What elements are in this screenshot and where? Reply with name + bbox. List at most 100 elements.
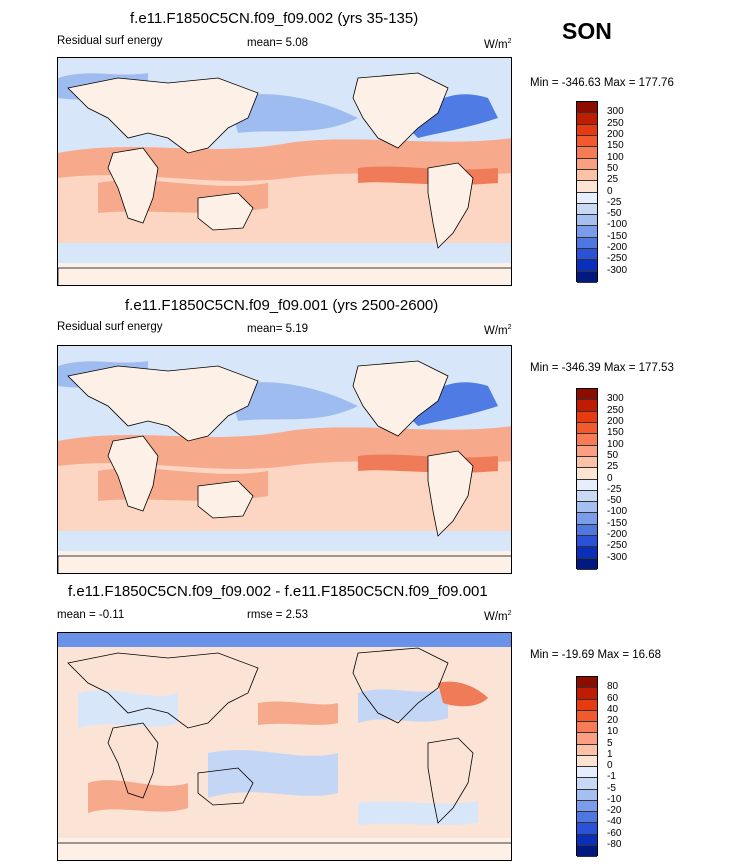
colorbar-tick-label: 10 xyxy=(607,726,619,738)
colorbar-segment xyxy=(577,524,597,537)
panel-2-colorbar xyxy=(576,388,598,570)
panel-1-colorbar xyxy=(576,101,598,283)
colorbar-tick-label: -250 xyxy=(607,540,628,552)
panel-2-map xyxy=(57,345,512,574)
colorbar-tick-label: -80 xyxy=(607,838,622,850)
colorbar-segment xyxy=(577,434,597,446)
colorbar-segment xyxy=(577,237,597,250)
colorbar-tick-label: -60 xyxy=(607,827,622,839)
colorbar-segment xyxy=(577,536,597,548)
colorbar-segment xyxy=(577,513,597,525)
panel-3-rmse: rmse = 2.53 xyxy=(247,609,309,621)
colorbar-tick-label: 25 xyxy=(607,174,619,186)
colorbar-tick-label: -25 xyxy=(607,483,622,495)
colorbar-tick-label: 80 xyxy=(607,681,619,693)
colorbar-segment xyxy=(577,845,597,857)
colorbar-segment xyxy=(577,203,597,216)
colorbar-tick-label: -150 xyxy=(607,230,628,242)
colorbar-tick-label: -20 xyxy=(607,805,622,816)
colorbar-tick-label: -100 xyxy=(607,219,628,231)
panel-3-colorbar xyxy=(576,676,598,857)
panel-1-mean: mean= 5.08 xyxy=(247,37,309,49)
colorbar-tick-label: -50 xyxy=(607,208,622,220)
colorbar-segment xyxy=(577,558,597,570)
colorbar-tick-label: 150 xyxy=(607,427,624,439)
panel-3-land xyxy=(58,647,511,844)
colorbar-tick-label: -40 xyxy=(607,816,622,828)
colorbar-segment xyxy=(577,249,597,261)
panel-3-units: W/m2 xyxy=(484,610,512,623)
colorbar-segment xyxy=(577,181,597,193)
colorbar-tick-label: -300 xyxy=(607,264,628,276)
colorbar-segment xyxy=(577,215,597,227)
panel-3-minmax: Min = -19.69 Max = 16.68 xyxy=(530,649,662,661)
colorbar-segment xyxy=(577,547,597,559)
colorbar-segment xyxy=(577,226,597,238)
panel-2-variable-label: Residual surf energy xyxy=(57,321,163,333)
colorbar-segment xyxy=(577,158,597,170)
colorbar-segment xyxy=(577,445,597,457)
colorbar-segment xyxy=(577,699,597,711)
colorbar-tick-label: 40 xyxy=(607,703,619,715)
panel-3-field xyxy=(58,633,511,860)
colorbar-segment xyxy=(577,468,597,480)
colorbar-tick-label: 1 xyxy=(607,748,613,760)
panel-1-land xyxy=(58,72,511,285)
colorbar-tick-label: -150 xyxy=(607,517,628,529)
colorbar-segment xyxy=(577,755,597,767)
panel-3-map-svg xyxy=(58,633,511,860)
colorbar-segment xyxy=(577,789,597,801)
colorbar-tick-label: 250 xyxy=(607,404,624,416)
panel-1-map-svg xyxy=(58,58,511,285)
colorbar-segment xyxy=(577,744,597,756)
colorbar-segment xyxy=(577,411,597,423)
season-label: SON xyxy=(562,18,612,44)
colorbar-tick-label: 0 xyxy=(607,760,613,771)
panel-3-mean: mean = -0.11 xyxy=(57,609,125,621)
colorbar-segment xyxy=(577,688,597,700)
colorbar-tick-label: -25 xyxy=(607,196,622,208)
colorbar-tick-label: -200 xyxy=(607,242,628,254)
colorbar-tick-label: -300 xyxy=(607,551,628,563)
panel-1-map xyxy=(57,57,512,286)
panel-1-units: W/m2 xyxy=(484,38,512,51)
colorbar-segment xyxy=(577,502,597,514)
colorbar-segment xyxy=(577,389,597,401)
colorbar-segment xyxy=(577,733,597,745)
panel-2-units: W/m2 xyxy=(484,324,512,337)
colorbar-segment xyxy=(577,456,597,469)
panel-2-mean: mean= 5.19 xyxy=(247,323,309,335)
colorbar-tick-label: 200 xyxy=(607,128,624,140)
colorbar-tick-label: -250 xyxy=(607,253,628,265)
colorbar-segment xyxy=(577,823,597,835)
colorbar-segment xyxy=(577,710,597,722)
colorbar-tick-label: 0 xyxy=(607,185,613,197)
colorbar-segment xyxy=(577,124,597,136)
colorbar-segment xyxy=(577,778,597,790)
panel-2-map-svg xyxy=(58,346,511,573)
panel-1-minmax: Min = -346.63 Max = 177.76 xyxy=(530,77,674,89)
colorbar-segment xyxy=(577,722,597,734)
colorbar-tick-label: -5 xyxy=(607,782,616,794)
colorbar-segment xyxy=(577,812,597,824)
panel-1-variable-label: Residual surf energy xyxy=(57,35,163,47)
colorbar-segment xyxy=(577,260,597,272)
colorbar-tick-label: 200 xyxy=(607,415,624,427)
colorbar-tick-label: 150 xyxy=(607,140,624,152)
colorbar-tick-label: 50 xyxy=(607,449,619,461)
colorbar-segment xyxy=(577,102,597,114)
colorbar-segment xyxy=(577,271,597,283)
colorbar-tick-label: -1 xyxy=(607,771,616,783)
panel-3-title: f.e11.F1850C5CN.f09_f09.002 - f.e11.F185… xyxy=(68,583,488,600)
panel-2-minmax: Min = -346.39 Max = 177.53 xyxy=(530,362,674,374)
colorbar-segment xyxy=(577,192,597,204)
colorbar-tick-label: 300 xyxy=(607,106,624,118)
colorbar-tick-label: 25 xyxy=(607,461,619,473)
colorbar-segment xyxy=(577,169,597,182)
colorbar-tick-label: -200 xyxy=(607,529,628,541)
colorbar-segment xyxy=(577,113,597,125)
colorbar-tick-label: 100 xyxy=(607,438,624,450)
colorbar-tick-label: 60 xyxy=(607,692,619,704)
colorbar-segment xyxy=(577,147,597,159)
colorbar-tick-label: 300 xyxy=(607,393,624,405)
